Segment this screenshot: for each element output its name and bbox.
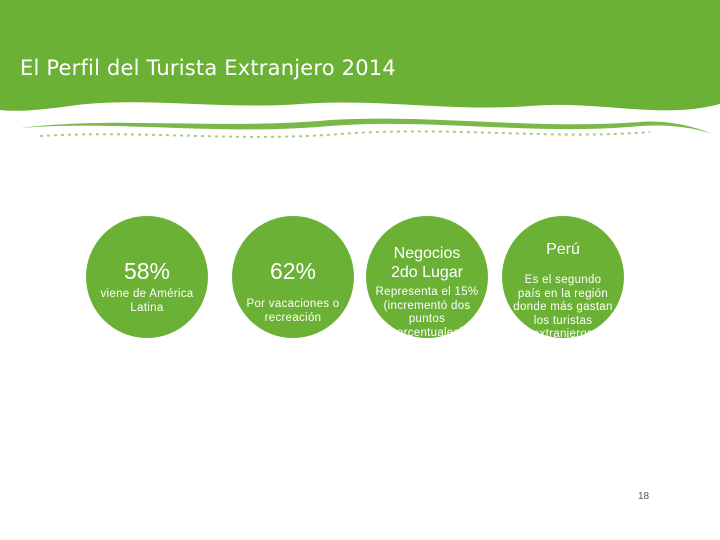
- stat-headline: 62%: [269, 258, 317, 284]
- stat-description: Es el segundo país en la región donde má…: [513, 274, 613, 340]
- header-banner: El Perfil del Turista Extranjero 2014: [0, 0, 720, 150]
- stat-circle-peru: Perú Es el segundo país en la región don…: [502, 216, 624, 340]
- page-number: 18: [638, 491, 650, 502]
- slide-title: El Perfil del Turista Extranjero 2014: [20, 56, 396, 80]
- stat-headline: Perú: [546, 241, 580, 258]
- header-wave-shape: [0, 0, 720, 138]
- stat-description: viene de América Latina: [100, 288, 194, 314]
- stat-headline: 58%: [123, 258, 171, 284]
- stat-headline: Negocios 2do Lugar: [390, 245, 464, 281]
- stat-description: Por vacaciones o recreación: [246, 298, 340, 324]
- stat-circle-negocios: Negocios 2do Lugar Representa el 15% (in…: [366, 216, 488, 339]
- stat-circle-vacaciones: 62% Por vacaciones o recreación: [232, 216, 354, 338]
- stat-description: Representa el 15% (incrementó dos puntos…: [375, 286, 479, 339]
- stat-circle-america-latina: 58% viene de América Latina: [86, 216, 208, 338]
